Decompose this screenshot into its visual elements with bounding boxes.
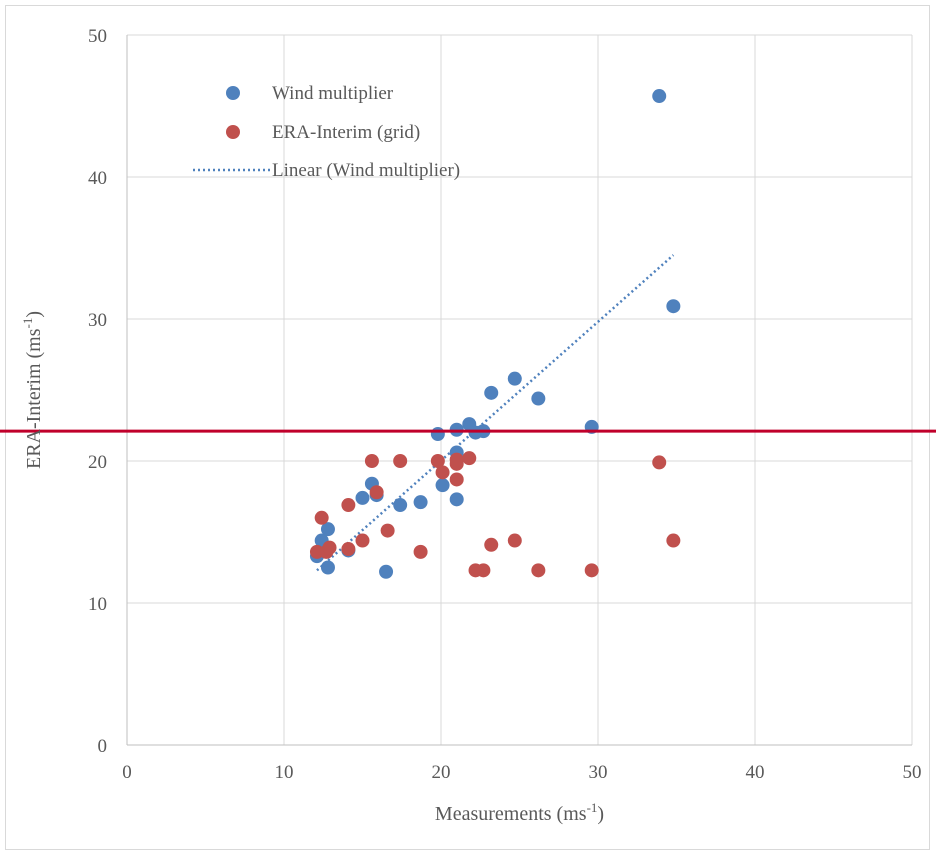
trendline [316, 254, 675, 572]
legend: Wind multiplier ERA-Interim (grid) Linear … [193, 83, 460, 181]
wind-multiplier-point [449, 492, 464, 507]
y-tick-label: 20 [88, 452, 107, 473]
legend-era-interim-grid-label: ERA-Interim (grid) [272, 122, 420, 143]
era-interim-grid-point [364, 454, 379, 468]
grid [127, 34, 913, 745]
era-interim-grid-point [462, 451, 477, 466]
wind-multiplier-point [320, 560, 335, 575]
x-tick-label: 30 [589, 762, 608, 783]
y-tick-label: 40 [88, 168, 107, 189]
era-interim-grid-point [369, 485, 384, 500]
axis-labels: 0 10 20 30 40 50 0 10 20 30 40 50 Measurements (ms-1… [20, 26, 922, 825]
wind-multiplier-point [531, 391, 546, 406]
wind-multiplier-point [484, 385, 499, 400]
legend-era-interim-grid-marker [226, 125, 240, 139]
era-interim-grid-point [341, 498, 356, 513]
wind-multiplier-point [393, 498, 408, 513]
era-interim-grid-point [652, 455, 667, 470]
x-tick-label: 50 [903, 762, 922, 783]
wind-multiplier-point [413, 495, 428, 510]
era-interim-grid-point [449, 472, 464, 487]
wind-multiplier-point [652, 89, 667, 104]
x-axis-title: Measurements (ms-1) [435, 800, 604, 825]
legend-linear-trend-label: Linear (Wind multiplier) [272, 160, 460, 181]
wind-multiplier-point [430, 427, 445, 442]
y-tick-label: 30 [88, 310, 107, 331]
era-interim-grid-point [393, 454, 408, 468]
era-interim-grid-point [341, 542, 356, 557]
era-interim-grid-point [435, 465, 450, 480]
wind-multiplier-point [355, 490, 370, 505]
era-interim-grid-point [322, 540, 337, 555]
era-interim-grid-point [413, 544, 428, 559]
era-interim-grid-point [355, 533, 370, 548]
era-interim-grid-point [314, 510, 329, 525]
era-interim-grid-point [531, 563, 546, 578]
wind-multiplier-point [379, 564, 394, 579]
wind-multiplier-point [435, 478, 450, 493]
x-tick-label: 10 [275, 762, 294, 783]
era-interim-grid-point [449, 452, 464, 467]
axes [126, 35, 912, 746]
era-interim-grid-point [380, 523, 395, 538]
x-tick-label: 0 [122, 762, 132, 783]
legend-wind-multiplier-marker [226, 86, 240, 100]
wind-multiplier-point [666, 299, 681, 314]
legend-wind-multiplier-label: Wind multiplier [272, 83, 394, 104]
y-tick-label: 50 [88, 26, 107, 47]
points-layer [309, 89, 681, 579]
era-interim-grid-point [484, 537, 499, 552]
y-axis-title: ERA-Interim (ms-1) [20, 311, 45, 469]
x-tick-label: 20 [432, 762, 451, 783]
era-interim-grid-point [476, 563, 491, 578]
era-interim-grid-point [430, 454, 445, 468]
x-tick-label: 40 [746, 762, 765, 783]
trendline-layer [316, 254, 675, 572]
wind-multiplier-point [507, 371, 522, 386]
era-interim-grid-point [584, 563, 599, 578]
era-interim-grid-point [507, 533, 522, 548]
y-tick-label: 10 [88, 594, 107, 615]
y-tick-label: 0 [98, 736, 108, 757]
era-interim-grid-point [666, 533, 681, 548]
wind-multiplier-point [320, 522, 335, 537]
